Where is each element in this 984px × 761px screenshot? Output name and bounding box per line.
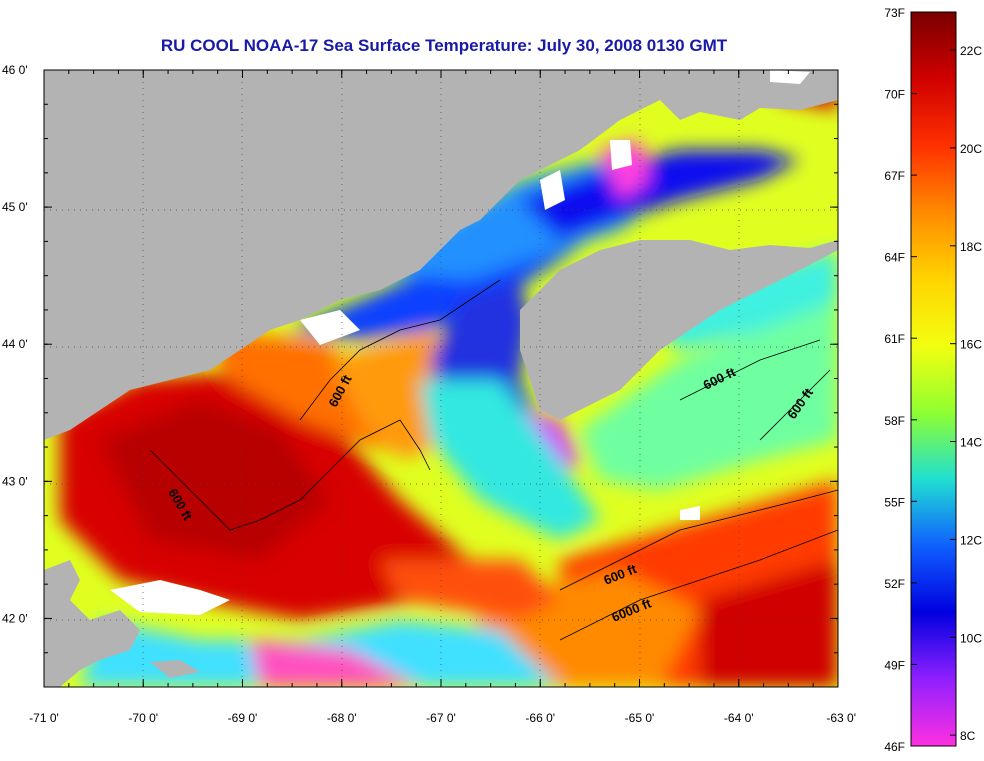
colorbar-f-label: 73F xyxy=(884,6,905,20)
contour-600ft-c xyxy=(559,489,838,591)
lat-tick-label: 46 0' xyxy=(2,63,28,77)
colorbar-f-label: 52F xyxy=(884,577,905,591)
colorbar-c-label: 14C xyxy=(960,436,982,450)
colorbar-f-label: 55F xyxy=(884,495,905,509)
colorbar-f-label: 70F xyxy=(884,88,905,102)
colorbar-fahrenheit-labels: 73F 70F 67F 64F 61F 58F 55F 52F 49F 46F xyxy=(884,6,917,754)
lat-tick-label: 44 0' xyxy=(2,337,28,351)
lon-tick-label: -67 0' xyxy=(426,711,456,725)
colorbar-c-label: 12C xyxy=(960,533,982,547)
colorbar: 73F 70F 67F 64F 61F 58F 55F 52F 49F 46F 22C 20C 18C… xyxy=(884,6,982,754)
colorbar-f-label: 67F xyxy=(884,169,905,183)
land-cape-cod xyxy=(44,560,140,687)
contour-6000ft xyxy=(559,529,838,641)
lat-tick-label: 43 0' xyxy=(2,474,28,488)
no-data-patches xyxy=(110,70,810,615)
colorbar-f-label: 64F xyxy=(884,251,905,265)
land-nova-scotia xyxy=(520,240,838,420)
sst-plot-area xyxy=(44,70,838,687)
map-axes: 46 0' 45 0' 44 0' 43 0' 42 0' -71 0' -70 0' -69… xyxy=(2,63,856,725)
land-mainland xyxy=(44,70,838,440)
colorbar-c-label: 22C xyxy=(960,44,982,58)
colorbar-f-label: 58F xyxy=(884,414,905,428)
temperature-field xyxy=(60,70,838,687)
contour-600ft-b xyxy=(149,419,431,531)
lon-tick-label: -70 0' xyxy=(128,711,158,725)
contour-600ft-a xyxy=(299,279,501,421)
colorbar-f-label: 61F xyxy=(884,332,905,346)
lon-tick-label: -63 0' xyxy=(826,711,856,725)
map-title: RU COOL NOAA-17 Sea Surface Temperature:… xyxy=(160,36,728,55)
lat-tick-label: 45 0' xyxy=(2,200,28,214)
colorbar-f-label: 49F xyxy=(884,658,905,672)
colorbar-c-label: 16C xyxy=(960,338,982,352)
colorbar-strip xyxy=(910,11,957,747)
lat-tick-label: 42 0' xyxy=(2,611,28,625)
graticule xyxy=(44,70,838,687)
lon-tick-label: -64 0' xyxy=(724,711,754,725)
lon-tick-label: -69 0' xyxy=(228,711,258,725)
lon-tick-label: -68 0' xyxy=(327,711,357,725)
colorbar-c-label: 8C xyxy=(960,729,976,743)
colorbar-c-label: 18C xyxy=(960,240,982,254)
colorbar-celsius-labels: 22C 20C 18C 16C 14C 12C 10C 8C xyxy=(950,44,982,743)
colorbar-c-label: 20C xyxy=(960,142,982,156)
lon-tick-label: -71 0' xyxy=(29,711,59,725)
depth-contours xyxy=(149,279,838,641)
contour-600ft-e xyxy=(759,369,831,441)
colorbar-f-label: 46F xyxy=(884,740,905,754)
colorbar-c-label: 10C xyxy=(960,631,982,645)
lon-tick-label: -66 0' xyxy=(525,711,555,725)
lon-tick-label: -65 0' xyxy=(625,711,655,725)
land-islands xyxy=(150,660,200,678)
